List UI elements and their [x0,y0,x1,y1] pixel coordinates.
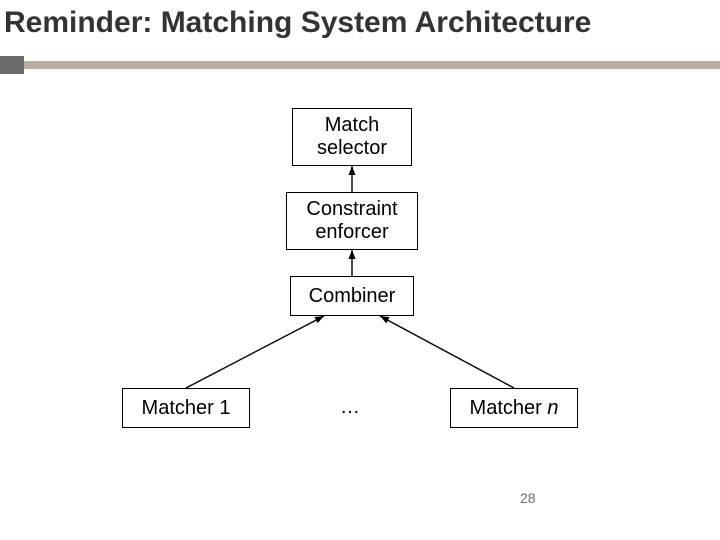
edges [0,0,720,540]
title-rule-bar [24,61,720,69]
title-rule-notch [0,56,24,74]
node-match-selector: Matchselector [292,108,412,166]
title-rule [0,56,720,74]
slide-title: Reminder: Matching System Architecture [4,6,591,40]
node-matcher-n: Matcher n [450,388,578,428]
page-number: 28 [520,490,536,506]
ellipsis: … [340,396,360,419]
node-combiner: Combiner [290,276,414,316]
slide: { "title": { "text": "Reminder: Matching… [0,0,720,540]
node-constraint-enforcer: Constraintenforcer [286,192,418,250]
node-matcher-1: Matcher 1 [122,388,250,428]
